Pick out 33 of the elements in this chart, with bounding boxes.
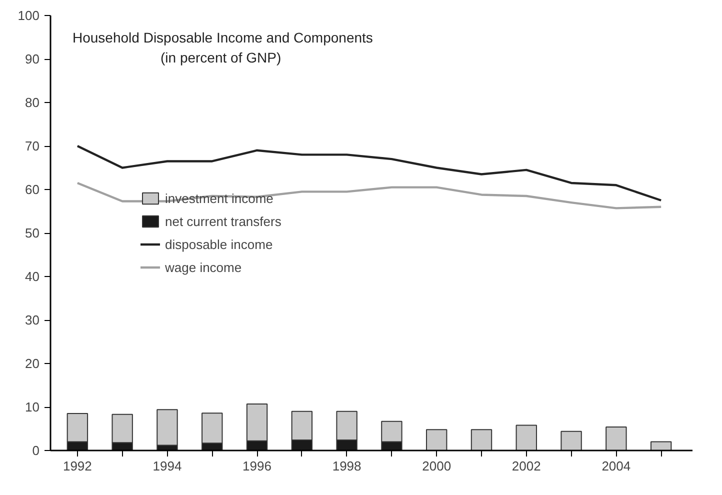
y-tick-label: 10 bbox=[25, 400, 40, 414]
y-tick-label: 40 bbox=[25, 269, 40, 284]
text: Household Disposable Income and Components bbox=[72, 30, 373, 46]
x-tick-label: 2000 bbox=[422, 458, 452, 474]
y-tick-label: 30 bbox=[25, 312, 40, 328]
text: (in percent of GNP) bbox=[160, 50, 282, 66]
x-tick-label: 1996 bbox=[242, 458, 272, 474]
x-tick-label: 1992 bbox=[62, 458, 92, 474]
bar bbox=[426, 429, 448, 450]
bar bbox=[560, 430, 582, 450]
y-tick-label: 0 bbox=[32, 443, 40, 458]
x-tick-label: 2004 bbox=[602, 458, 631, 474]
legend-label: wage income bbox=[165, 260, 242, 274]
legend-label: net current transfers bbox=[165, 214, 282, 228]
line-series bbox=[76, 182, 662, 210]
bar bbox=[470, 429, 492, 450]
bar bbox=[650, 441, 672, 450]
legend-label: disposable income bbox=[165, 236, 273, 252]
y-tick-label: 90 bbox=[25, 52, 40, 66]
x-tick-label: 1994 bbox=[152, 458, 182, 474]
y-tick-label: 100 bbox=[18, 8, 40, 23]
y-tick-label: 20 bbox=[25, 356, 40, 371]
legend-label: investment income bbox=[165, 190, 274, 206]
x-tick-label: 2002 bbox=[512, 458, 541, 474]
bar bbox=[606, 426, 627, 450]
x-tick-label: 1998 bbox=[332, 458, 362, 474]
y-tick-label: 60 bbox=[25, 182, 40, 197]
line-series bbox=[76, 144, 662, 202]
y-tick-label: 50 bbox=[25, 226, 40, 240]
bar bbox=[156, 409, 178, 446]
y-tick-label: 80 bbox=[25, 95, 40, 110]
bar bbox=[516, 424, 537, 450]
y-tick-label: 70 bbox=[25, 138, 40, 154]
